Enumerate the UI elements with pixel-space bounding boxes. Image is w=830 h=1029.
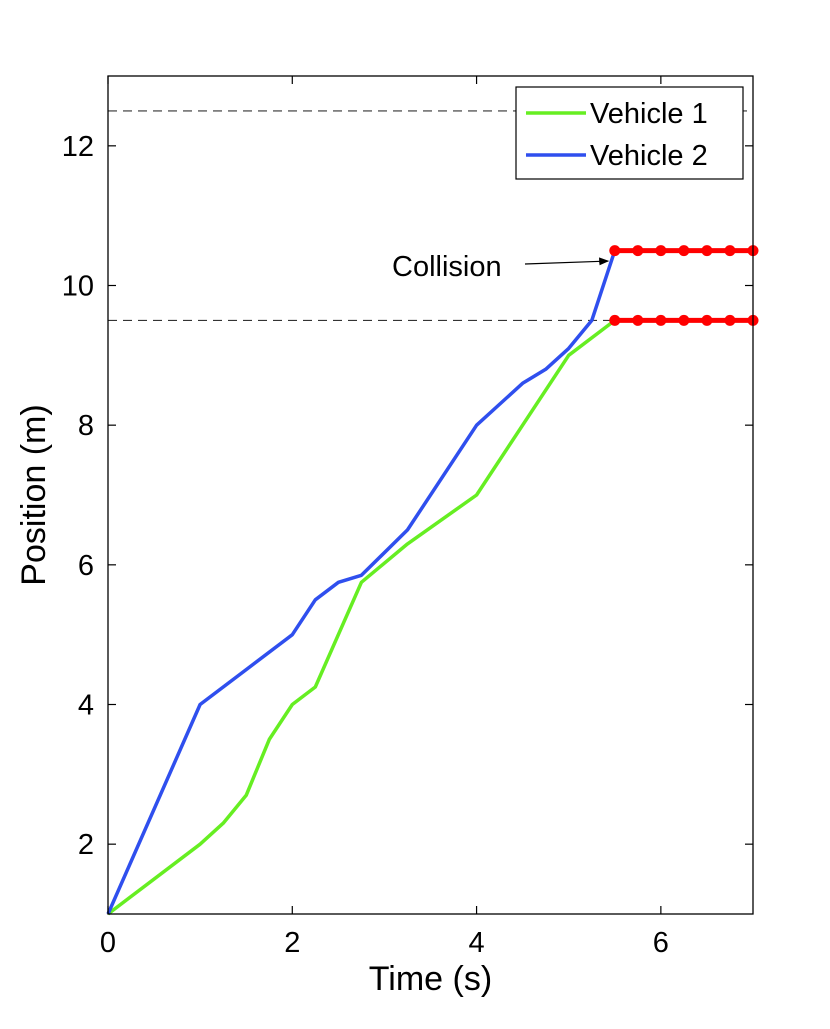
y-tick-label: 4 [78, 690, 94, 722]
stopped-segment-point [632, 245, 644, 257]
legend-label-vehicle-2: Vehicle 2 [590, 140, 708, 172]
plot-layer: 0 2 4 6 2 4 6 8 10 12 Time (s) Position (m) Vehicle … [15, 75, 759, 998]
x-tick-label: 4 [469, 927, 485, 959]
series-line-vehicle-2 [106, 250, 617, 915]
stopped-segment-point [701, 314, 713, 326]
stopped-segment-point [655, 245, 667, 257]
y-tick-label: 6 [78, 550, 94, 582]
series-line-vehicle-1 [106, 319, 616, 916]
stopped-segment-point [701, 245, 713, 257]
collision-arrow [524, 257, 610, 266]
y-tick-label: 10 [62, 271, 94, 303]
stopped-segment-point [609, 314, 621, 326]
y-axis-label: Position (m) [15, 404, 53, 585]
y-tick-label: 2 [78, 829, 94, 861]
stopped-segment-point [678, 314, 690, 326]
stopped-segment-point [678, 245, 690, 257]
x-axis-label: Time (s) [369, 960, 492, 998]
axes-frame [107, 75, 754, 915]
y-tick-label: 12 [62, 131, 94, 163]
legend-label-vehicle-1: Vehicle 1 [590, 98, 708, 130]
stopped-segment-point [724, 314, 736, 326]
y-tick-label: 8 [78, 410, 94, 442]
x-tick-label: 6 [653, 927, 669, 959]
stopped-segment-point [655, 314, 667, 326]
legend-box [515, 86, 744, 180]
stopped-segment-point [632, 314, 644, 326]
collision-annotation: Collision [392, 251, 502, 283]
stopped-segment-point [724, 245, 736, 257]
stopped-segment-point [609, 245, 621, 257]
x-tick-label: 0 [100, 927, 116, 959]
x-tick-label: 2 [284, 927, 300, 959]
